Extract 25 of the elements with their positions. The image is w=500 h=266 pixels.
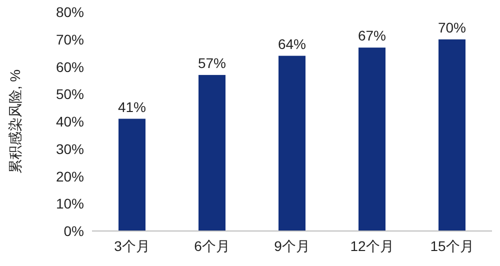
y-axis-title: 累积感染风险, %	[7, 69, 23, 174]
y-tick-label: 80%	[56, 4, 84, 20]
bar	[358, 48, 386, 231]
x-tick-label: 3个月	[114, 238, 150, 254]
y-tick-label: 20%	[56, 168, 84, 184]
bar	[198, 74, 226, 231]
bar	[438, 39, 466, 231]
x-tick-label: 9个月	[274, 238, 310, 254]
y-tick-label: 60%	[56, 58, 84, 75]
y-tick-label: 30%	[56, 140, 84, 157]
x-tick-label: 12个月	[350, 238, 394, 254]
x-tick-label: 15个月	[430, 238, 474, 254]
y-tick-label: 0%	[64, 223, 84, 239]
data-label: 70%	[438, 19, 466, 36]
data-label: 57%	[198, 54, 226, 71]
y-tick-label: 40%	[56, 114, 84, 130]
y-tick-label: 50%	[56, 86, 84, 102]
data-label: 67%	[358, 28, 386, 44]
x-tick-label: 6个月	[194, 238, 230, 254]
y-tick-label: 70%	[56, 31, 84, 48]
y-tick-label: 10%	[56, 196, 84, 212]
data-label: 64%	[278, 36, 306, 52]
bar	[278, 56, 306, 231]
data-label: 41%	[118, 98, 146, 115]
bar	[118, 118, 146, 231]
